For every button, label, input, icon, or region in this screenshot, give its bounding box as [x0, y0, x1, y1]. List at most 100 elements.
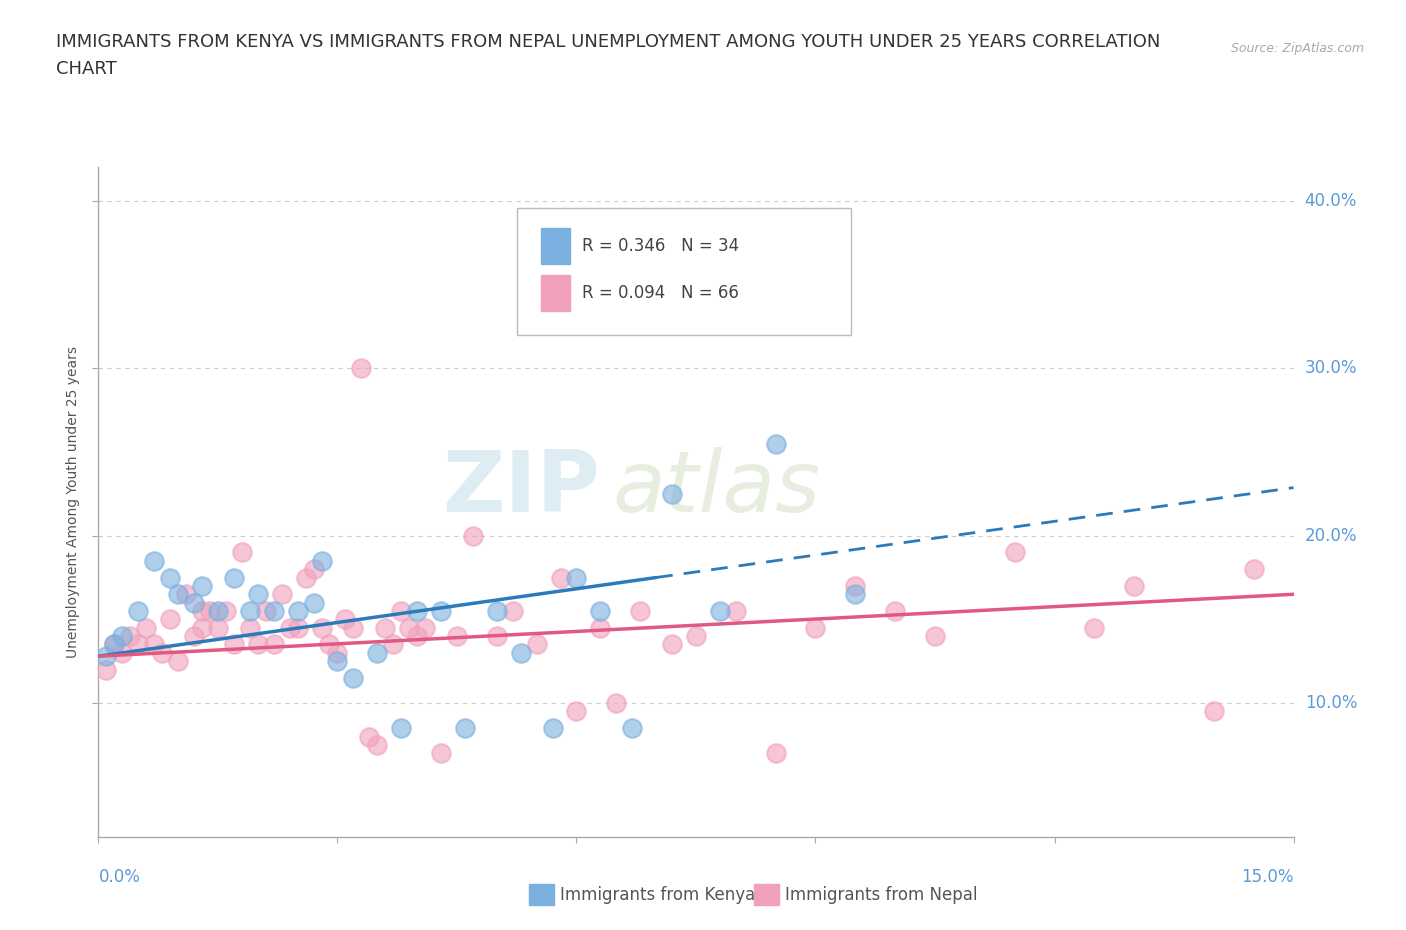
Point — [302, 595, 325, 610]
Text: R = 0.094   N = 66: R = 0.094 N = 66 — [582, 285, 740, 302]
Point — [167, 587, 190, 602]
Point — [509, 645, 531, 660]
Point — [263, 637, 285, 652]
Point — [1243, 562, 1265, 577]
Point — [335, 612, 357, 627]
Point — [924, 629, 946, 644]
Point — [661, 637, 683, 652]
Point — [884, 604, 907, 618]
Y-axis label: Unemployment Among Youth under 25 years: Unemployment Among Youth under 25 years — [66, 346, 80, 658]
Text: ZIP: ZIP — [443, 447, 600, 530]
Point — [246, 637, 269, 652]
Point — [461, 528, 484, 543]
Point — [541, 721, 564, 736]
Point — [167, 654, 190, 669]
Point — [565, 570, 588, 585]
Point — [446, 629, 468, 644]
Point — [366, 645, 388, 660]
Text: Immigrants from Kenya: Immigrants from Kenya — [560, 885, 755, 904]
Point — [765, 436, 787, 451]
Point — [366, 737, 388, 752]
Point — [111, 629, 134, 644]
Text: 40.0%: 40.0% — [1305, 192, 1357, 210]
Text: 0.0%: 0.0% — [98, 868, 141, 885]
Point — [159, 612, 181, 627]
Point — [222, 570, 245, 585]
Point — [207, 604, 229, 618]
Point — [326, 654, 349, 669]
Point — [430, 604, 453, 618]
Point — [430, 746, 453, 761]
Point — [302, 562, 325, 577]
Point — [844, 578, 866, 593]
Point — [96, 649, 118, 664]
Point — [111, 645, 134, 660]
Bar — [540, 274, 571, 312]
Point — [127, 604, 149, 618]
Point — [311, 620, 333, 635]
Text: 15.0%: 15.0% — [1241, 868, 1294, 885]
Point — [502, 604, 524, 618]
Point — [239, 604, 262, 618]
Point — [287, 620, 309, 635]
Point — [550, 570, 572, 585]
Point — [287, 604, 309, 618]
Text: IMMIGRANTS FROM KENYA VS IMMIGRANTS FROM NEPAL UNEMPLOYMENT AMONG YOUTH UNDER 25: IMMIGRANTS FROM KENYA VS IMMIGRANTS FROM… — [56, 33, 1160, 50]
Point — [254, 604, 277, 618]
Point — [685, 629, 707, 644]
Point — [406, 629, 429, 644]
Point — [143, 637, 166, 652]
Point — [1083, 620, 1105, 635]
Point — [359, 729, 381, 744]
Point — [1202, 704, 1225, 719]
Text: R = 0.346   N = 34: R = 0.346 N = 34 — [582, 237, 740, 256]
Point — [191, 578, 214, 593]
Bar — [540, 228, 571, 264]
Point — [278, 620, 301, 635]
Text: 30.0%: 30.0% — [1305, 359, 1357, 378]
Point — [103, 637, 125, 652]
Point — [1004, 545, 1026, 560]
Point — [589, 604, 612, 618]
Point — [183, 629, 205, 644]
Point — [143, 553, 166, 568]
Point — [159, 570, 181, 585]
Point — [135, 620, 157, 635]
Point — [342, 620, 364, 635]
Text: atlas: atlas — [612, 447, 820, 530]
Point — [382, 637, 405, 652]
Point — [413, 620, 436, 635]
Point — [485, 629, 508, 644]
Point — [350, 361, 373, 376]
Point — [389, 604, 412, 618]
Point — [454, 721, 477, 736]
Text: CHART: CHART — [56, 60, 117, 78]
Point — [526, 637, 548, 652]
Point — [127, 637, 149, 652]
Point — [191, 620, 214, 635]
Point — [215, 604, 238, 618]
Point — [103, 637, 125, 652]
Point — [709, 604, 731, 618]
Point — [263, 604, 285, 618]
Point — [605, 696, 627, 711]
Point — [406, 604, 429, 618]
Point — [326, 645, 349, 660]
Text: 10.0%: 10.0% — [1305, 694, 1357, 712]
Point — [183, 595, 205, 610]
Point — [191, 604, 214, 618]
Point — [207, 620, 229, 635]
Point — [628, 604, 651, 618]
Point — [222, 637, 245, 652]
Point — [565, 704, 588, 719]
Point — [589, 620, 612, 635]
Point — [621, 721, 644, 736]
Point — [150, 645, 173, 660]
Point — [342, 671, 364, 685]
Text: Immigrants from Nepal: Immigrants from Nepal — [785, 885, 977, 904]
Point — [270, 587, 292, 602]
Point — [389, 721, 412, 736]
Point — [198, 604, 221, 618]
Point — [661, 486, 683, 501]
Point — [844, 587, 866, 602]
